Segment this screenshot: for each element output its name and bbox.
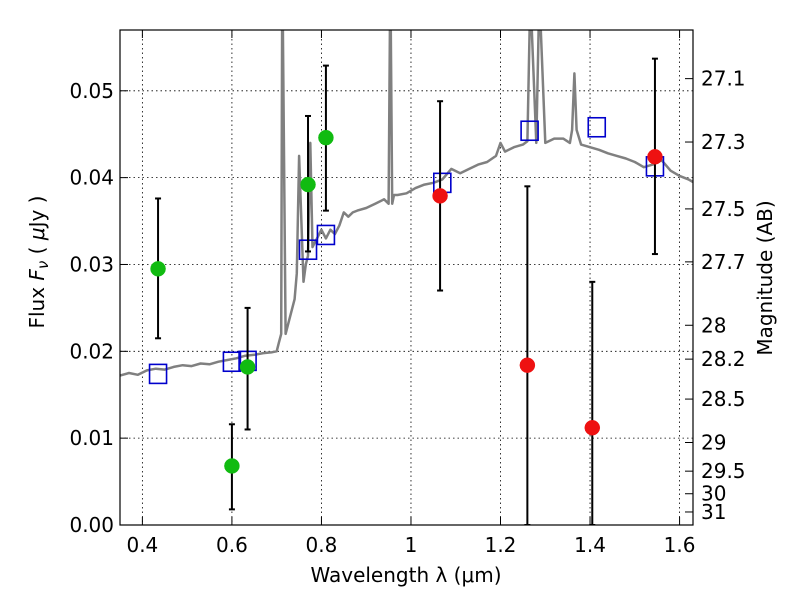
observed-point	[224, 458, 240, 474]
grid	[120, 30, 693, 526]
x-tick-label: 1.6	[664, 533, 696, 557]
x-tick-label: 0.8	[306, 533, 338, 557]
y2-tick-label: 31	[701, 500, 726, 524]
observed-point	[150, 261, 166, 277]
y2-tick-label: 27.1	[701, 67, 746, 91]
observed-point	[239, 359, 256, 375]
y-axis-label: Flux Fν ( μJy )	[25, 195, 52, 328]
model-photometry-square	[520, 120, 539, 142]
sed-line-layer	[120, 30, 693, 377]
x-axis-ticks: 0.4 0.6 0.8 1 1.2 1.4 1.6	[126, 30, 695, 557]
sed-model-line	[120, 30, 693, 377]
model-photometry-square	[316, 224, 336, 246]
model-photometry-square	[148, 363, 168, 385]
plot-frame	[119, 29, 694, 526]
x-tick-label: 1	[405, 533, 418, 557]
observed-point	[318, 129, 334, 146]
observed-point	[300, 176, 316, 193]
x-axis-label: Wavelength λ (μm)	[310, 563, 501, 587]
observed-points-layer	[150, 129, 663, 474]
y2-tick-label: 29.5	[701, 459, 746, 483]
observed-point	[584, 419, 601, 436]
y-tick-label: 0.02	[69, 339, 114, 363]
x-tick-label: 0.4	[126, 533, 158, 557]
y-tick-label: 0.01	[69, 426, 114, 450]
y2-tick-label: 27.5	[701, 197, 746, 221]
y2-tick-label: 29	[701, 431, 726, 455]
y2-tick-label: 27.7	[701, 250, 746, 274]
model-photometry-square	[222, 351, 242, 373]
observed-point	[432, 188, 448, 204]
y2-tick-label: 28	[701, 313, 726, 337]
observed-point	[647, 149, 663, 165]
y-tick-label: 0.03	[69, 252, 114, 276]
x-tick-label: 1.4	[574, 533, 606, 557]
x-tick-label: 0.6	[216, 533, 248, 557]
y2-tick-label: 28.5	[701, 387, 746, 411]
x-tick-label: 1.2	[485, 533, 517, 557]
y-axis-ticks: 0.00 0.01 0.02 0.03 0.04 0.05	[69, 79, 128, 537]
model-photometry-square	[587, 116, 607, 138]
y2-tick-label: 30	[701, 482, 726, 506]
errorbar-layer	[155, 57, 658, 525]
y2-axis-label: Magnitude (AB)	[753, 200, 777, 355]
y-tick-label: 0.05	[69, 79, 114, 103]
y2-tick-label: 28.2	[701, 347, 746, 371]
y2-tick-label: 27.3	[701, 130, 746, 154]
y-tick-label: 0.00	[69, 513, 114, 537]
y-tick-label: 0.04	[69, 166, 114, 190]
observed-point	[519, 357, 536, 373]
